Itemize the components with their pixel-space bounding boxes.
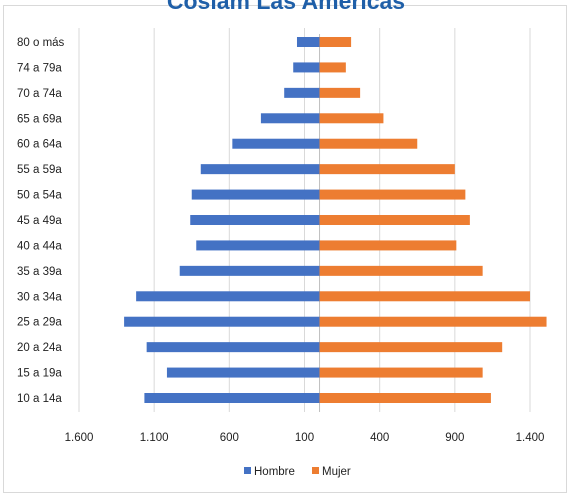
bar-hombre (293, 62, 320, 73)
x-tick-label: 400 (370, 432, 389, 444)
y-category-label: 60 a 64a (17, 139, 62, 151)
x-tick-label: 100 (295, 432, 314, 444)
x-tick-label: 600 (220, 432, 239, 444)
x-tick-label: 1.100 (140, 432, 169, 444)
bar-mujer (319, 138, 418, 149)
bar-hombre (232, 138, 320, 149)
y-category-label: 40 a 44a (17, 240, 62, 252)
bar-hombre (144, 393, 320, 403)
y-category-label: 70 a 74a (17, 88, 62, 100)
y-category-label: 80 o más (17, 37, 65, 49)
legend-label: Hombre (254, 466, 295, 478)
y-category-label: 74 a 79a (17, 62, 62, 74)
bar-mujer (319, 215, 470, 225)
y-category-label: 30 a 34a (17, 291, 62, 303)
bars (124, 37, 547, 403)
bar-mujer (319, 87, 361, 98)
bar-hombre (196, 240, 320, 251)
bar-mujer (319, 342, 503, 353)
bar-hombre (136, 291, 320, 302)
legend-swatch (312, 467, 319, 474)
bar-mujer (319, 393, 491, 403)
bar-mujer (319, 265, 483, 276)
y-category-label: 50 a 54a (17, 190, 62, 202)
y-axis-labels: 10 a 14a 15 a 19a 20 a 24a 25 a 29a 30 a 34a… (17, 37, 65, 405)
bar-hombre (284, 87, 320, 98)
x-tick-label: 1.600 (65, 432, 94, 444)
bar-hombre (191, 189, 320, 200)
bar-mujer (319, 37, 352, 47)
x-axis-labels: 1.600 1.100 600 100 400 900 1.400 (65, 432, 545, 444)
x-tick-label: 900 (445, 432, 464, 444)
y-category-label: 35 a 39a (17, 266, 62, 278)
legend-label: Mujer (322, 466, 351, 478)
chart-title: Coslam Las Américas (166, 0, 406, 14)
bar-mujer (319, 367, 483, 378)
bar-mujer (319, 113, 384, 124)
y-category-label: 25 a 29a (17, 317, 62, 329)
bar-mujer (319, 164, 455, 175)
legend-swatch (244, 467, 251, 474)
bar-mujer (319, 62, 346, 73)
legend: Hombre Mujer (244, 466, 351, 478)
bar-mujer (319, 189, 466, 200)
y-category-label: 15 a 19a (17, 368, 62, 380)
bar-hombre (296, 37, 320, 47)
bar-hombre (179, 265, 320, 276)
y-category-label: 45 a 49a (17, 215, 62, 227)
y-category-label: 65 a 69a (17, 113, 62, 125)
bar-mujer (319, 291, 530, 302)
y-category-label: 55 a 59a (17, 164, 62, 176)
bar-mujer (319, 316, 547, 327)
bar-hombre (260, 113, 320, 124)
x-tick-label: 1.400 (516, 432, 545, 444)
y-category-label: 10 a 14a (17, 393, 62, 405)
bar-mujer (319, 240, 457, 251)
bar-hombre (124, 316, 320, 327)
bar-hombre (166, 367, 320, 378)
bar-hombre (146, 342, 320, 353)
bar-hombre (200, 164, 320, 175)
y-category-label: 20 a 24a (17, 342, 62, 354)
bar-hombre (190, 215, 320, 225)
